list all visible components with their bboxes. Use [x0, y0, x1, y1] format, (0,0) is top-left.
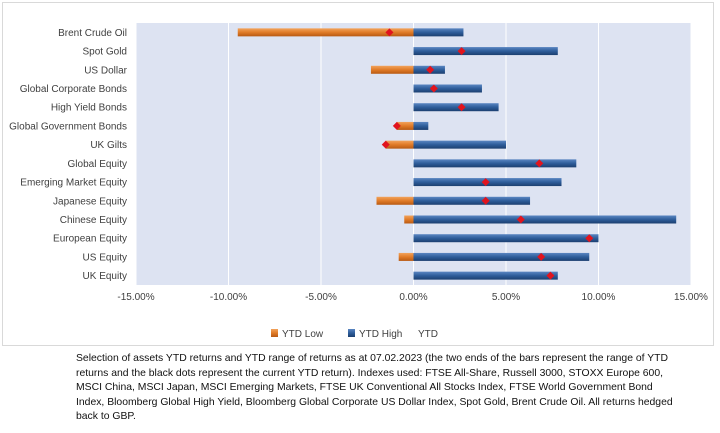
marker-ytd [535, 159, 544, 168]
bar-ytd-high [413, 47, 558, 56]
category-label: Global Equity [68, 159, 127, 170]
legend-swatch-ytd-low [271, 329, 278, 337]
marker-ytd [516, 215, 525, 224]
bar-ytd-low [370, 65, 414, 74]
legend-label-ytd-low: YTD Low [282, 329, 324, 340]
legend-swatch-ytd-high [348, 329, 355, 337]
chart-frame: -15.00% -10.00% -5.00% 0.00% 5.00% 10.00% 15.0… [2, 2, 714, 346]
legend: YTD Low YTD High YTD [271, 329, 438, 340]
category-label: UK Equity [83, 271, 127, 282]
bar-ytd-high [413, 271, 558, 280]
chart-caption: Selection of assets YTD returns and YTD … [76, 353, 673, 423]
category-label: High Yield Bonds [51, 103, 127, 114]
bar-ytd-high [413, 28, 464, 37]
marker-ytd [426, 65, 435, 74]
category-label: Japanese Equity [53, 196, 127, 207]
bar-ytd-low [398, 252, 414, 261]
marker-ytd [385, 28, 394, 37]
bar-ytd-high [413, 215, 677, 224]
marker-ytd [429, 84, 438, 93]
category-label: Brent Crude Oil [58, 28, 127, 39]
x-tick-label: 15.00% [674, 292, 708, 303]
category-label: Global Government Bonds [9, 121, 127, 132]
marker-ytd [381, 140, 390, 149]
x-tick-label: -5.00% [305, 292, 337, 303]
category-label: Spot Gold [83, 47, 127, 58]
marker-ytd [481, 178, 490, 187]
bar-ytd-high [413, 252, 590, 261]
bar-ytd-low [404, 215, 414, 224]
bar-ytd-high [413, 140, 506, 149]
marker-ytd [481, 196, 490, 205]
category-label: US Dollar [84, 65, 127, 76]
category-label: Global Corporate Bonds [20, 84, 127, 95]
category-label: US Equity [83, 252, 127, 263]
bar-ytd-high [413, 196, 531, 205]
bar-ytd-high [413, 84, 482, 93]
marker-ytd [585, 234, 594, 243]
bar-ytd-high [413, 159, 577, 168]
x-tick-label: 0.00% [399, 292, 427, 303]
marker-ytd [457, 103, 466, 112]
marker-ytd [392, 121, 401, 130]
bar-ytd-high [413, 234, 599, 243]
marker-ytd [537, 252, 546, 261]
marker-ytd [546, 271, 555, 280]
bar-ytd-low [237, 28, 414, 37]
category-label: European Equity [53, 234, 127, 245]
marker-ytd [457, 47, 466, 56]
x-tick-label: 10.00% [582, 292, 616, 303]
bar-ytd-low [396, 121, 414, 130]
category-label: UK Gilts [90, 140, 127, 151]
category-label: Emerging Market Equity [20, 178, 127, 189]
bar-ytd-low [376, 196, 414, 205]
category-label: Chinese Equity [60, 215, 127, 226]
x-tick-label: -15.00% [117, 292, 154, 303]
bar-ytd-low [385, 140, 414, 149]
x-tick-label: -10.00% [210, 292, 247, 303]
bar-ytd-high [413, 103, 499, 112]
chart: -15.00% -10.00% -5.00% 0.00% 5.00% 10.00% 15.0… [9, 23, 708, 340]
legend-label-ytd: YTD [418, 329, 438, 340]
legend-label-ytd-high: YTD High [359, 329, 402, 340]
bar-ytd-high [413, 121, 429, 130]
x-tick-label: 5.00% [492, 292, 520, 303]
